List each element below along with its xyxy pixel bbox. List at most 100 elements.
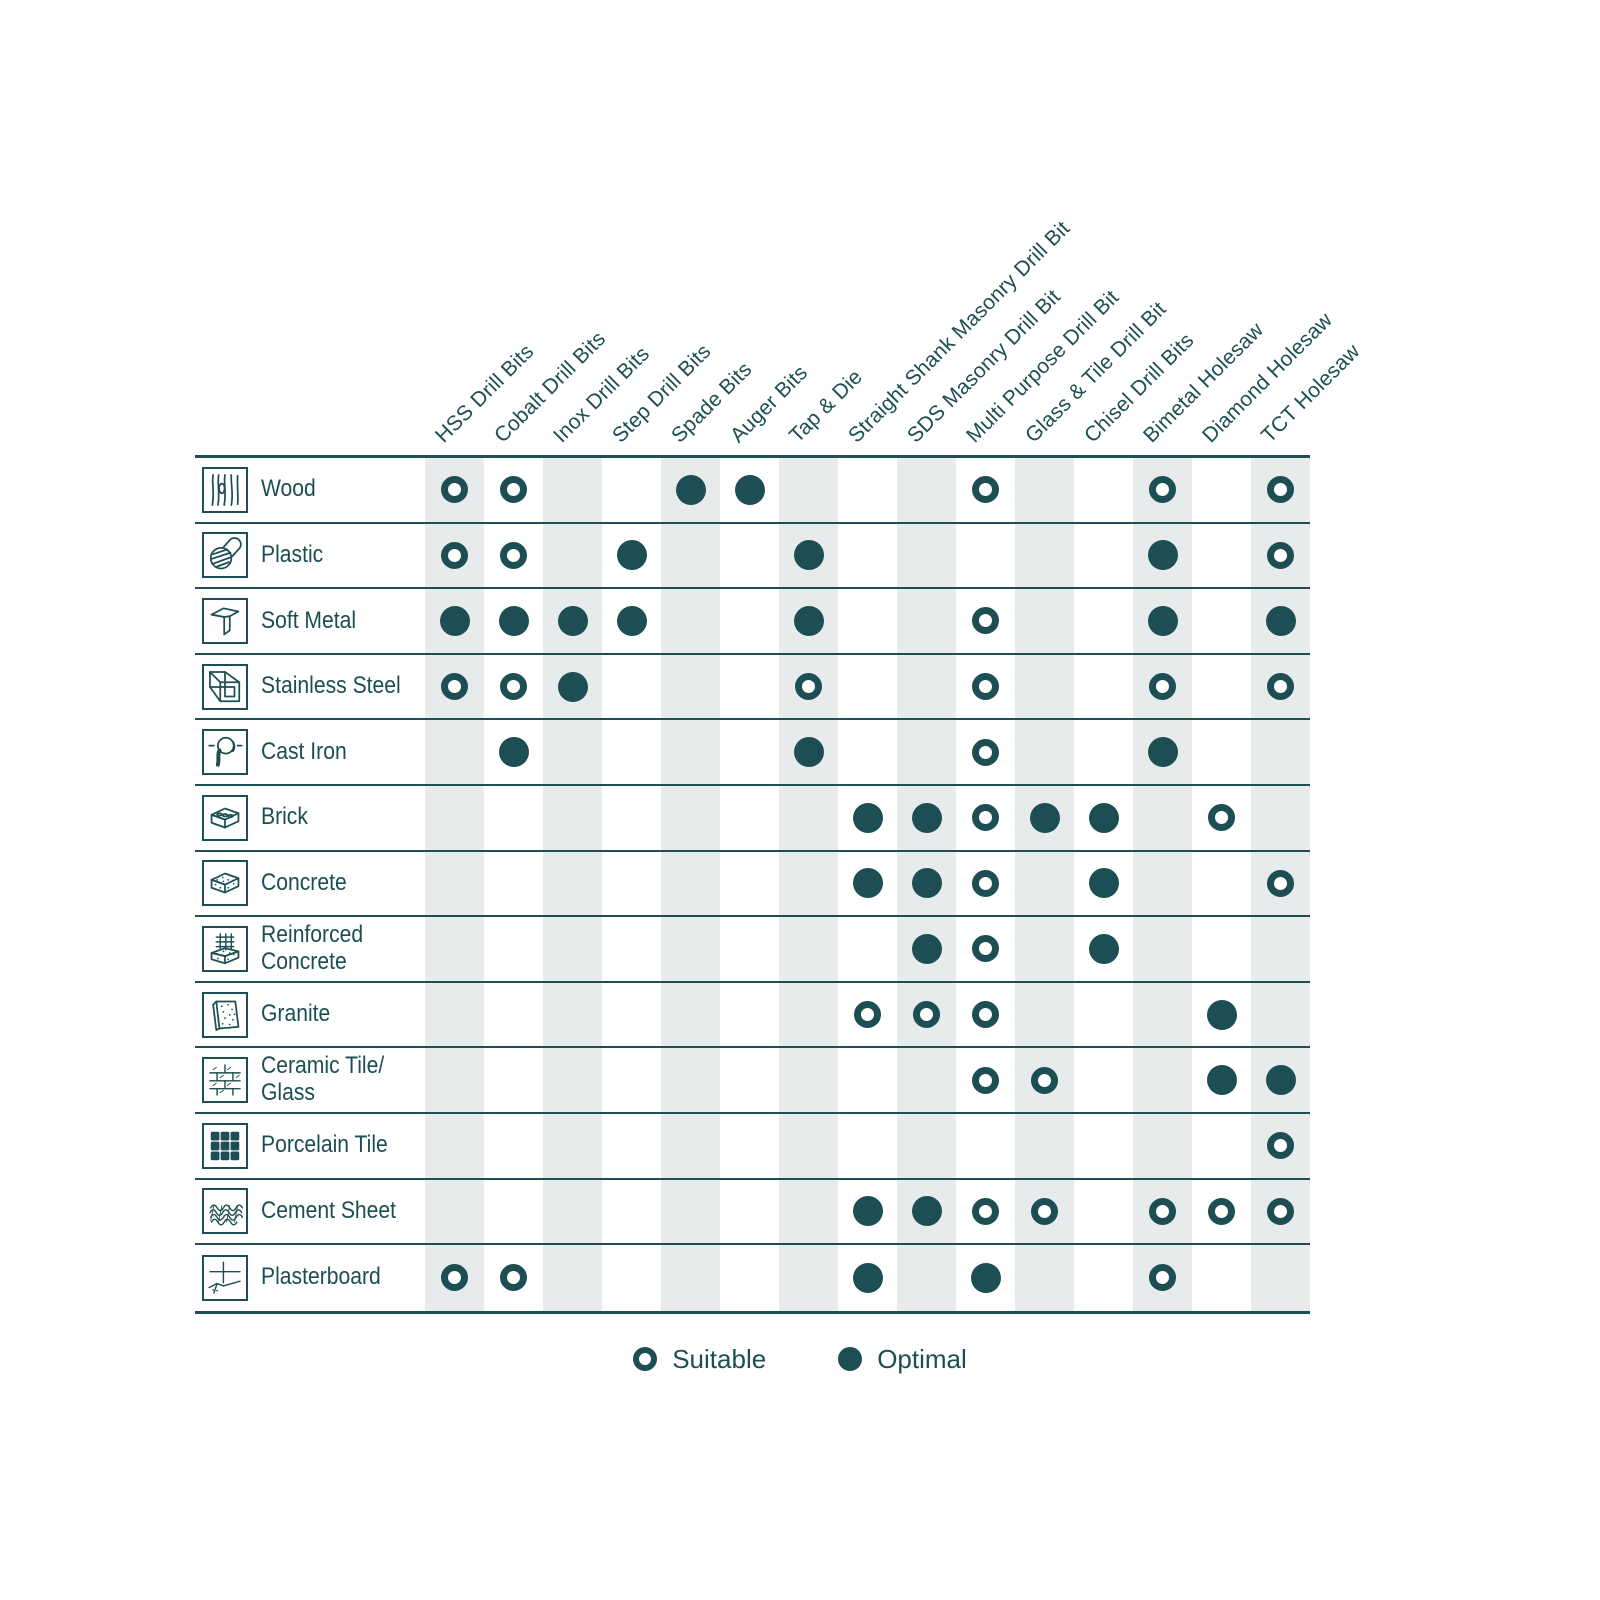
optimal-dot <box>1206 1065 1237 1096</box>
matrix-cell <box>779 1245 838 1311</box>
matrix-cell <box>956 852 1015 916</box>
matrix-cell <box>543 1180 602 1244</box>
matrix-cell <box>1192 655 1251 719</box>
table-row: Brick <box>195 786 1310 852</box>
suitable-dot <box>1149 673 1176 701</box>
optimal-dot <box>1088 868 1119 899</box>
matrix-cell <box>720 720 779 784</box>
matrix-cell <box>956 786 1015 850</box>
matrix-cell <box>1015 589 1074 653</box>
material-label-cell: Plasterboard <box>195 1245 425 1311</box>
matrix-cell <box>425 589 484 653</box>
material-label-cell: Soft Metal <box>195 589 425 653</box>
matrix-cell <box>1074 917 1133 981</box>
matrix-cell <box>661 917 720 981</box>
suitable-dot <box>1031 1197 1058 1225</box>
matrix-cell <box>1074 1180 1133 1244</box>
matrix-cell <box>1015 720 1074 784</box>
matrix-cell <box>484 720 543 784</box>
matrix-cell <box>661 458 720 522</box>
matrix-cell <box>779 524 838 588</box>
column-stripe <box>543 458 602 1311</box>
matrix-cell <box>425 655 484 719</box>
column-headers: HSS Drill Bits Cobalt Drill Bits Inox Dril… <box>195 193 1364 455</box>
suitable-dot <box>1267 869 1294 897</box>
matrix-cell <box>897 1245 956 1311</box>
optimal-dot <box>1206 999 1237 1030</box>
suitable-dot <box>1149 1264 1176 1292</box>
optimal-dot <box>734 474 765 505</box>
matrix-cell <box>602 983 661 1047</box>
matrix-cell <box>838 1114 897 1178</box>
suitable-dot <box>1267 476 1294 504</box>
optimal-dot <box>911 868 942 899</box>
matrix-cell <box>779 983 838 1047</box>
matrix-cell <box>956 1180 1015 1244</box>
optimal-dot <box>852 802 883 833</box>
suitable-dot <box>500 673 527 701</box>
matrix-cell <box>1251 852 1310 916</box>
matrix-cell <box>1192 720 1251 784</box>
porcelain-tile-icon <box>202 1122 248 1169</box>
suitable-dot <box>441 541 468 569</box>
material-label-cell: Granite <box>195 983 425 1047</box>
matrix-cell <box>1074 1114 1133 1178</box>
matrix-cell <box>838 458 897 522</box>
matrix-cell <box>1251 1245 1310 1311</box>
material-label: Concrete <box>261 868 347 896</box>
matrix-cell <box>897 655 956 719</box>
matrix-cell <box>602 655 661 719</box>
suitable-dot <box>795 673 822 701</box>
matrix-cell <box>1133 1048 1192 1112</box>
matrix-cell <box>1015 917 1074 981</box>
matrix-cell <box>1074 1048 1133 1112</box>
matrix-cell <box>484 1048 543 1112</box>
optimal-dot <box>1029 802 1060 833</box>
table-row: Concrete <box>195 852 1310 918</box>
matrix-cell <box>1192 458 1251 522</box>
compatibility-chart: HSS Drill Bits Cobalt Drill Bits Inox Dril… <box>195 193 1364 1375</box>
matrix-cell <box>1192 589 1251 653</box>
matrix-cell <box>484 1180 543 1244</box>
matrix-cell <box>661 983 720 1047</box>
table-row: Ceramic Tile/ Glass <box>195 1048 1310 1114</box>
matrix-cell <box>1074 786 1133 850</box>
matrix-cell <box>425 1180 484 1244</box>
matrix-cell <box>720 589 779 653</box>
cement-sheet-icon <box>202 1188 248 1235</box>
matrix-cell <box>602 917 661 981</box>
matrix-cell <box>1074 852 1133 916</box>
matrix-cell <box>779 1114 838 1178</box>
table-row: Cement Sheet <box>195 1180 1310 1246</box>
matrix-cell <box>956 720 1015 784</box>
matrix-cell <box>838 786 897 850</box>
table-row: Cast Iron <box>195 720 1310 786</box>
optimal-dot <box>675 474 706 505</box>
brick-icon <box>202 794 248 841</box>
suitable-dot <box>972 1197 999 1225</box>
table-row: Wood <box>195 458 1310 524</box>
matrix-cell <box>484 1245 543 1311</box>
matrix-cell <box>956 983 1015 1047</box>
suitable-dot <box>1267 1197 1294 1225</box>
matrix-cell <box>956 917 1015 981</box>
matrix-cell <box>779 786 838 850</box>
matrix-cell <box>484 655 543 719</box>
legend-optimal-label: Optimal <box>877 1343 967 1374</box>
matrix-cell <box>720 524 779 588</box>
optimal-dot <box>616 540 647 571</box>
matrix-cell <box>720 458 779 522</box>
material-label: Reinforced Concrete <box>261 921 364 975</box>
matrix-cell <box>897 786 956 850</box>
matrix-cell <box>1015 458 1074 522</box>
optimal-dot <box>557 605 588 636</box>
suitable-dot <box>1267 673 1294 701</box>
matrix-cell <box>1015 1180 1074 1244</box>
matrix-cell <box>1015 852 1074 916</box>
optimal-dot <box>911 802 942 833</box>
optimal-dot <box>557 671 588 702</box>
matrix-cell <box>956 524 1015 588</box>
suitable-dot <box>500 1264 527 1292</box>
matrix-cell <box>661 524 720 588</box>
matrix-cell <box>897 524 956 588</box>
